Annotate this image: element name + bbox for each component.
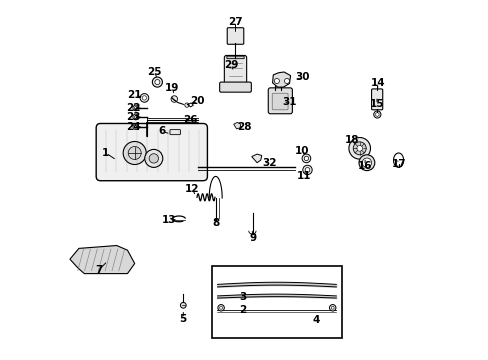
Circle shape xyxy=(218,305,224,311)
Text: 27: 27 xyxy=(228,17,243,27)
Polygon shape xyxy=(233,122,241,129)
Text: 30: 30 xyxy=(294,72,309,82)
Text: 31: 31 xyxy=(282,96,296,107)
Circle shape xyxy=(352,142,366,155)
Text: 3: 3 xyxy=(239,292,246,302)
Circle shape xyxy=(142,96,146,100)
Text: 16: 16 xyxy=(357,161,371,171)
Circle shape xyxy=(329,305,335,311)
Circle shape xyxy=(133,105,139,111)
FancyBboxPatch shape xyxy=(224,55,246,87)
Text: 20: 20 xyxy=(190,96,204,106)
Circle shape xyxy=(302,154,310,163)
Circle shape xyxy=(284,78,289,84)
Text: 18: 18 xyxy=(345,135,359,145)
Circle shape xyxy=(128,147,141,159)
Circle shape xyxy=(155,80,160,85)
Text: 2: 2 xyxy=(239,305,246,315)
Text: 22: 22 xyxy=(126,103,141,113)
FancyBboxPatch shape xyxy=(268,88,292,114)
Bar xyxy=(212,266,341,338)
Text: 17: 17 xyxy=(391,159,406,169)
Text: 19: 19 xyxy=(165,83,179,93)
Text: 11: 11 xyxy=(296,171,310,181)
Circle shape xyxy=(133,124,139,130)
Circle shape xyxy=(305,167,309,172)
FancyBboxPatch shape xyxy=(272,93,287,110)
Text: 25: 25 xyxy=(147,67,162,77)
Text: 7: 7 xyxy=(95,265,102,275)
FancyBboxPatch shape xyxy=(219,82,251,92)
Circle shape xyxy=(134,116,137,118)
Polygon shape xyxy=(251,154,261,163)
Circle shape xyxy=(133,114,139,120)
Text: 21: 21 xyxy=(127,90,142,100)
Text: 13: 13 xyxy=(162,215,176,225)
Circle shape xyxy=(134,125,137,128)
Polygon shape xyxy=(70,246,134,274)
Circle shape xyxy=(330,306,333,309)
Circle shape xyxy=(348,138,370,159)
Text: 14: 14 xyxy=(369,78,384,88)
Circle shape xyxy=(180,302,186,308)
Text: 12: 12 xyxy=(184,184,199,194)
Text: 5: 5 xyxy=(179,314,186,324)
Text: 8: 8 xyxy=(212,218,219,228)
Circle shape xyxy=(302,165,311,175)
Text: 10: 10 xyxy=(294,146,309,156)
Circle shape xyxy=(171,96,177,102)
Circle shape xyxy=(149,154,158,163)
Text: 6: 6 xyxy=(158,126,165,136)
Circle shape xyxy=(274,78,279,84)
Polygon shape xyxy=(272,72,290,87)
Text: 29: 29 xyxy=(223,60,238,70)
Circle shape xyxy=(123,141,146,165)
FancyBboxPatch shape xyxy=(96,123,207,181)
Circle shape xyxy=(362,158,371,167)
Circle shape xyxy=(140,94,148,102)
FancyBboxPatch shape xyxy=(226,56,244,59)
Text: 32: 32 xyxy=(262,158,276,168)
Circle shape xyxy=(219,306,222,309)
Circle shape xyxy=(373,111,380,118)
FancyBboxPatch shape xyxy=(227,28,244,44)
Text: 23: 23 xyxy=(126,112,141,122)
Text: 15: 15 xyxy=(369,99,384,109)
FancyBboxPatch shape xyxy=(371,89,382,110)
Text: 4: 4 xyxy=(312,315,320,325)
Text: 26: 26 xyxy=(183,114,197,125)
FancyBboxPatch shape xyxy=(170,130,180,135)
Text: 9: 9 xyxy=(249,233,257,243)
Circle shape xyxy=(375,113,378,116)
Text: 24: 24 xyxy=(126,122,141,132)
Circle shape xyxy=(134,107,137,109)
Circle shape xyxy=(184,103,189,107)
Circle shape xyxy=(358,155,374,171)
Text: 28: 28 xyxy=(237,122,251,132)
Circle shape xyxy=(356,145,362,151)
Circle shape xyxy=(144,149,163,167)
Text: 1: 1 xyxy=(102,148,109,158)
Circle shape xyxy=(152,77,162,87)
Circle shape xyxy=(304,156,308,161)
